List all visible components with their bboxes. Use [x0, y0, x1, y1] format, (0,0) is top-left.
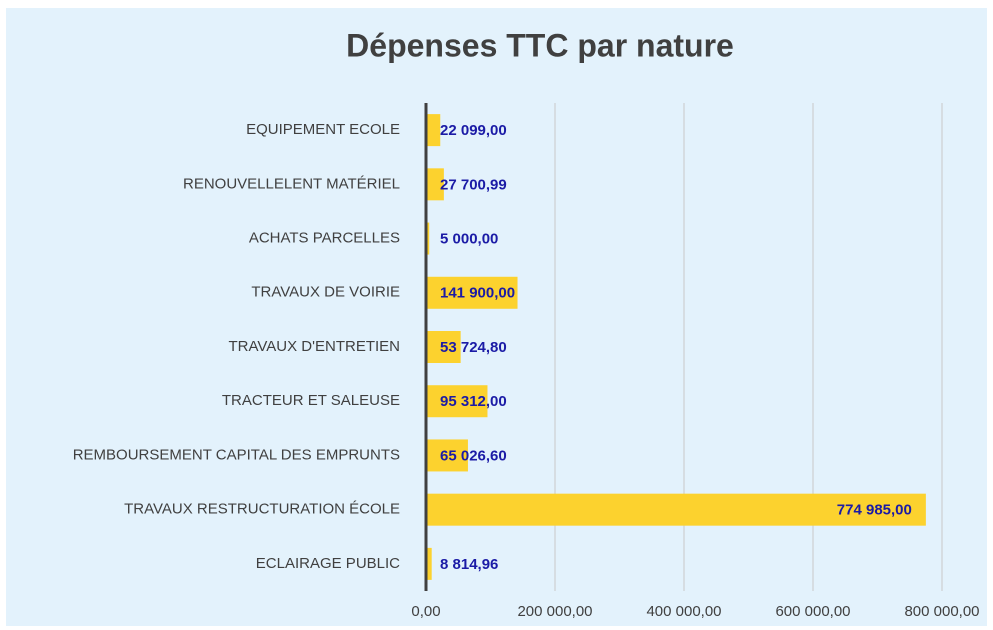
category-label: TRAVAUX D'ENTRETIEN: [229, 338, 401, 355]
bar: [426, 114, 441, 147]
value-label: 22 099,00: [440, 122, 507, 139]
bar: [426, 493, 926, 526]
value-label: 27 700,99: [440, 176, 507, 193]
x-tick-label: 200 000,00: [517, 603, 592, 620]
bar: [426, 547, 432, 580]
category-label: REMBOURSEMENT CAPITAL DES EMPRUNTS: [73, 446, 400, 463]
category-label: TRAVAUX DE VOIRIE: [251, 284, 400, 301]
bar: [426, 331, 461, 363]
value-label: 95 312,00: [440, 393, 507, 410]
value-label: 774 985,00: [837, 502, 912, 519]
value-label: 5 000,00: [440, 231, 498, 248]
x-tick-label: 0,00: [411, 603, 440, 620]
bar: [426, 439, 468, 472]
bar: [426, 222, 430, 255]
category-label: ECLAIRAGE PUBLIC: [256, 555, 400, 572]
value-label: 141 900,00: [440, 285, 515, 302]
x-tick-label: 800 000,00: [904, 603, 979, 620]
value-label: 53 724,80: [440, 339, 507, 356]
chart-title: Dépenses TTC par nature: [346, 27, 734, 63]
value-label: 65 026,60: [440, 447, 507, 464]
category-label: EQUIPEMENT ECOLE: [246, 121, 400, 138]
bar: [426, 385, 488, 418]
chart-background: [6, 8, 987, 626]
bar: [426, 168, 444, 201]
x-tick-label: 600 000,00: [775, 603, 850, 620]
category-label: RENOUVELLELENT MATÉRIEL: [183, 175, 400, 192]
category-label: TRAVAUX RESTRUCTURATION ÉCOLE: [124, 501, 400, 518]
category-label: ACHATS PARCELLES: [249, 230, 400, 247]
category-label: TRACTEUR ET SALEUSE: [222, 392, 400, 409]
value-label: 8 814,96: [440, 556, 498, 573]
x-tick-label: 400 000,00: [646, 603, 721, 620]
bar: [426, 276, 518, 309]
